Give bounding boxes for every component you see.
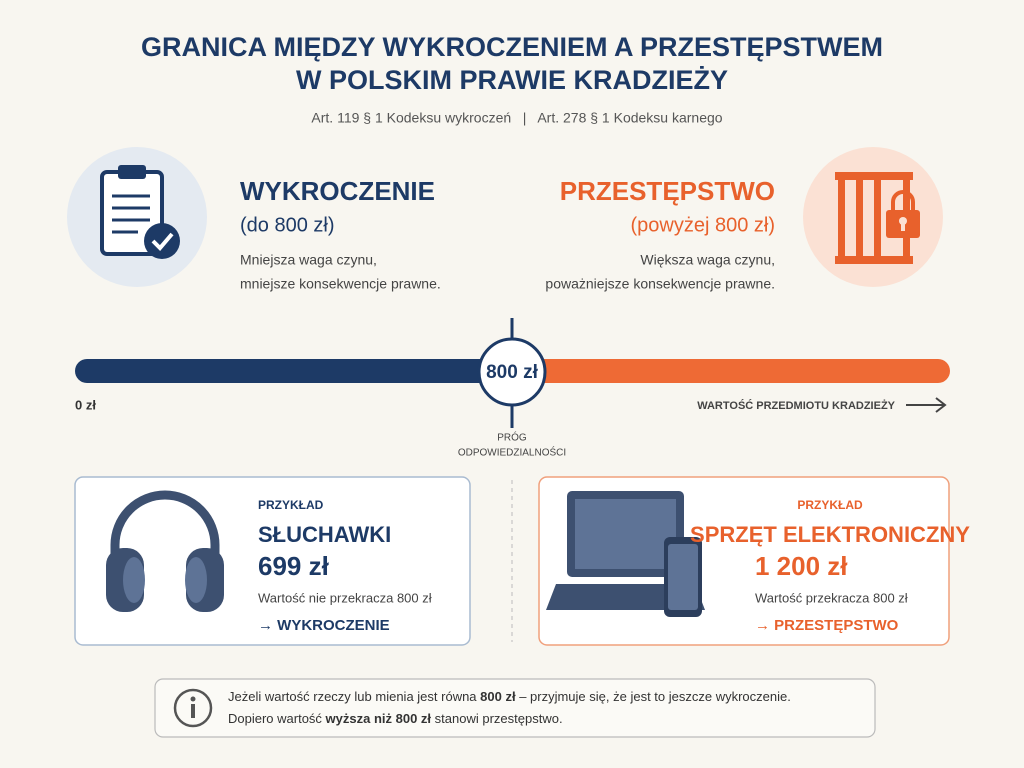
clipboard-icon (67, 147, 207, 287)
right-desc: Większa waga czynu, (640, 252, 775, 268)
note-line: Dopiero wartość wyższa niż 800 zł stanow… (228, 711, 563, 726)
axis-label: WARTOŚĆ PRZEDMIOTU KRADZIEŻY (697, 399, 895, 412)
jail-icon (803, 147, 943, 287)
example-price: 1 200 zł (755, 551, 848, 581)
left-desc: mniejsze konsekwencje prawne. (240, 276, 441, 292)
note-text: – przyjmuje się, że jest to jeszcze wykr… (516, 689, 791, 704)
right-desc: poważniejsze konsekwencje prawne. (545, 276, 775, 292)
info-icon (173, 688, 213, 728)
left-bar (75, 359, 535, 383)
example-price: 699 zł (258, 551, 330, 581)
title: GRANICA MIĘDZY WYKROCZENIEM A PRZESTĘPST… (141, 32, 883, 62)
note-text: stanowi przestępstwo. (431, 711, 563, 726)
threshold-circle (477, 337, 547, 407)
threshold-label: ODPOWIEDZIALNOŚCI (458, 446, 566, 459)
example-result: → PRZESTĘPSTWO (755, 617, 899, 634)
example-item: SŁUCHAWKI (258, 522, 391, 547)
axis-arrow (906, 397, 947, 413)
subtitle: Art. 119 § 1 Kodeksu wykroczeń | Art. 27… (311, 110, 722, 126)
left-desc: Mniejsza waga czynu, (240, 252, 377, 268)
left-title: WYKROCZENIE (240, 176, 435, 206)
headphones-icon (106, 490, 224, 612)
left-range: (do 800 zł) (240, 214, 335, 236)
note-line: Jeżeli wartość rzeczy lub mienia jest ró… (228, 689, 791, 704)
right-range: (powyżej 800 zł) (630, 214, 775, 236)
note-bold: wyższa niż 800 zł (325, 711, 432, 726)
example-tag: PRZYKŁAD (797, 498, 863, 512)
example-note: Wartość przekracza 800 zł (755, 590, 908, 605)
note-box (154, 678, 876, 738)
threshold-label: PRÓG (497, 431, 527, 444)
scale-start: 0 zł (75, 397, 96, 412)
example-note: Wartość nie przekracza 800 zł (258, 590, 432, 605)
example-tag: PRZYKŁAD (258, 498, 324, 512)
note-text: Dopiero wartość (228, 711, 326, 726)
title: W POLSKIM PRAWIE KRADZIEŻY (296, 65, 728, 95)
example-card (74, 476, 471, 646)
example-result: → WYKROCZENIE (258, 617, 390, 634)
note-bold: 800 zł (480, 689, 516, 704)
right-title: PRZESTĘPSTWO (560, 176, 775, 206)
laptop-icon (546, 491, 705, 617)
right-bar (500, 359, 950, 383)
example-item: SPRZĘT ELEKTRONICZNY (690, 522, 970, 547)
note-text: Jeżeli wartość rzeczy lub mienia jest ró… (228, 689, 480, 704)
threshold-value: 800 zł (486, 362, 538, 383)
